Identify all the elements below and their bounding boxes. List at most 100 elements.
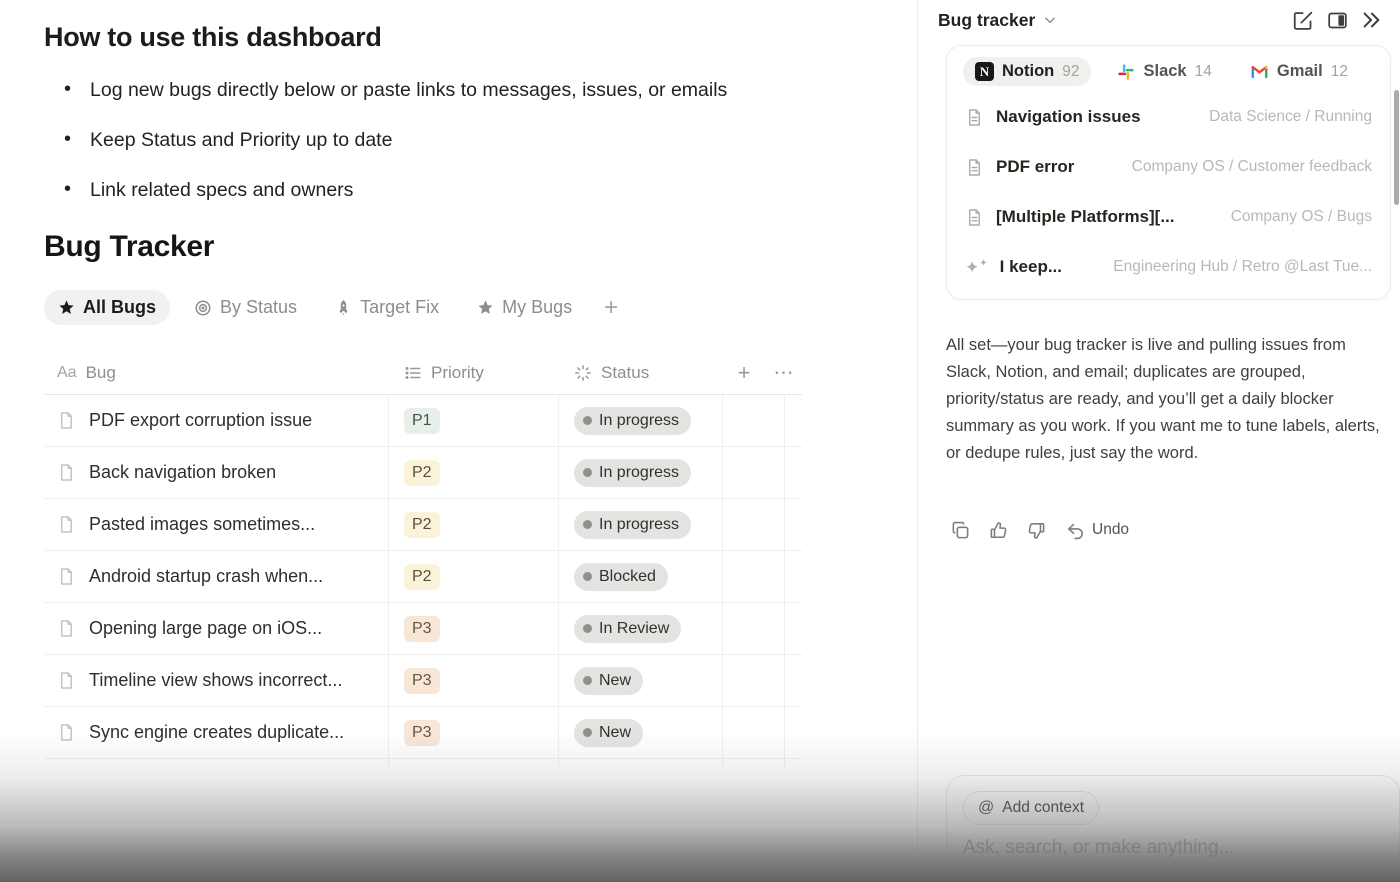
composer-card: @ Add context Ask, search, or make anyth…	[946, 775, 1400, 882]
collapse-panel-button[interactable]	[1354, 5, 1388, 35]
thumbs-down-button[interactable]	[1022, 516, 1050, 544]
compose-button[interactable]	[1286, 5, 1320, 35]
column-divider	[784, 395, 785, 767]
status-dot-icon	[583, 676, 592, 685]
status-label: New	[599, 671, 632, 689]
bug-title: Pasted images sometimes...	[89, 514, 316, 534]
target-icon	[195, 300, 211, 315]
chevron-down-icon	[1045, 17, 1056, 24]
view-tab-by-status[interactable]: By Status	[180, 290, 311, 325]
source-tab-gmail[interactable]: Gmail 12	[1238, 57, 1360, 86]
ai-side-panel: Bug tracker N Notion 92	[917, 0, 1400, 882]
priority-badge[interactable]: P1	[404, 407, 440, 434]
copy-icon	[952, 521, 968, 538]
column-header-status[interactable]: Status	[558, 363, 722, 383]
double-chevron-right-icon	[1363, 12, 1380, 28]
table-body: PDF export corruption issue P1 In progre…	[44, 395, 802, 767]
doc-breadcrumb: Company OS / Customer feedback	[1131, 158, 1372, 175]
source-name: Notion	[1002, 62, 1055, 80]
table-more-button[interactable]: ⋯	[773, 362, 795, 384]
undo-icon	[1067, 523, 1083, 539]
priority-badge[interactable]: P2	[404, 511, 440, 538]
document-area: How to use this dashboard Log new bugs d…	[0, 0, 917, 882]
priority-badge[interactable]: P2	[404, 459, 440, 486]
table-row[interactable]: Pasted images sometimes... P2 In progres…	[44, 499, 802, 551]
add-context-label: Add context	[1002, 799, 1085, 816]
table-row[interactable]: PDF export corruption issue P1 In progre…	[44, 395, 802, 447]
list-item: Log new bugs directly below or paste lin…	[44, 78, 877, 102]
page-icon	[969, 208, 980, 226]
copy-button[interactable]	[946, 516, 974, 544]
source-name: Slack	[1143, 62, 1187, 80]
scrollbar-thumb[interactable]	[1394, 90, 1399, 205]
status-label: Blocked	[599, 567, 656, 585]
source-doc-row[interactable]: Navigation issues Data Science / Running	[947, 92, 1390, 142]
sidebar-toggle-icon	[1327, 12, 1347, 28]
add-view-button[interactable]: +	[604, 293, 619, 321]
add-context-button[interactable]: @ Add context	[963, 791, 1100, 825]
source-doc-row[interactable]: ✦ ✦ I keep... Engineering Hub / Retro @La…	[947, 242, 1390, 292]
status-pill[interactable]: In Review	[574, 614, 682, 643]
bug-title: Back navigation broken	[89, 462, 277, 482]
status-pill[interactable]: In progress	[574, 510, 692, 539]
table-row[interactable]: Timeline view shows incorrect... P3 New	[44, 655, 802, 707]
view-tab-my-bugs[interactable]: My Bugs	[463, 290, 586, 325]
table-header-row: Aa Bug Priority Status + ⋯	[44, 351, 802, 395]
table-row[interactable]: Opening large page on iOS... P3 In Revie…	[44, 603, 802, 655]
composer-input[interactable]: Ask, search, or make anything...	[963, 837, 1235, 858]
source-tab-notion[interactable]: N Notion 92	[963, 57, 1092, 86]
table-row[interactable]: Android startup crash when... P2 Blocked	[44, 551, 802, 603]
status-pill[interactable]: New	[574, 666, 644, 695]
undo-button[interactable]: Undo	[1066, 521, 1129, 540]
compose-icon	[1293, 11, 1312, 30]
at-icon: @	[978, 799, 995, 816]
status-dot-icon	[583, 728, 592, 737]
column-header-bug[interactable]: Aa Bug	[44, 363, 388, 383]
priority-badge[interactable]: P3	[404, 615, 440, 642]
status-dot-icon	[583, 520, 592, 529]
section-title: Bug Tracker	[44, 230, 215, 263]
status-pill[interactable]: In progress	[574, 458, 692, 487]
panel-title-dropdown[interactable]: Bug tracker	[938, 10, 1057, 31]
doc-breadcrumb: Company OS / Bugs	[1230, 208, 1372, 225]
thumbs-up-button[interactable]	[984, 516, 1012, 544]
view-tab-all-bugs[interactable]: All Bugs	[44, 290, 171, 325]
priority-badge[interactable]: P2	[404, 563, 440, 590]
list-item: Link related specs and owners	[44, 178, 877, 202]
page-icon	[61, 620, 72, 637]
view-tabs: All Bugs By Status Target Fix My Bugs +	[44, 290, 877, 325]
source-tab-slack[interactable]: Slack 14	[1105, 57, 1223, 86]
source-doc-row[interactable]: [Multiple Platforms][... Company OS / Bu…	[947, 192, 1390, 242]
bug-title: Timeline view shows incorrect...	[89, 670, 343, 690]
panel-header: Bug tracker	[918, 0, 1400, 40]
add-column-button[interactable]: +	[737, 359, 751, 385]
status-label: In progress	[599, 411, 680, 429]
column-label: Bug	[85, 362, 116, 382]
column-label: Priority	[431, 362, 484, 382]
status-pill[interactable]: Blocked	[574, 562, 668, 591]
column-header-priority[interactable]: Priority	[388, 363, 558, 383]
bug-table: Aa Bug Priority Status + ⋯	[44, 351, 802, 767]
gmail-logo-icon	[1251, 65, 1268, 79]
view-tab-target-fix[interactable]: Target Fix	[321, 290, 453, 325]
page-icon	[61, 464, 72, 481]
source-tabs: N Notion 92 Slack 14 Gmail 12	[947, 46, 1390, 92]
toggle-sidebar-button[interactable]	[1320, 5, 1354, 35]
status-pill[interactable]: In progress	[574, 406, 692, 435]
priority-badge[interactable]: P3	[404, 667, 440, 694]
source-doc-row[interactable]: PDF error Company OS / Customer feedback	[947, 142, 1390, 192]
table-row[interactable]: Back navigation broken P2 In progress	[44, 447, 802, 499]
page-title: How to use this dashboard	[44, 22, 382, 52]
page-icon	[61, 412, 72, 429]
bug-title: PDF export corruption issue	[89, 410, 313, 430]
doc-title: [Multiple Platforms][...	[996, 207, 1175, 226]
thumbs-down-icon	[1028, 522, 1044, 539]
priority-badge[interactable]: P3	[404, 719, 440, 746]
table-row[interactable]: Sync engine creates duplicate... P3 New	[44, 707, 802, 759]
source-count: 12	[1330, 62, 1348, 80]
column-divider	[388, 395, 389, 767]
page-icon	[61, 672, 72, 689]
status-pill[interactable]: New	[574, 718, 644, 747]
status-dot-icon	[583, 624, 592, 633]
sources-card: N Notion 92 Slack 14 Gmail 12 Navigation	[946, 45, 1391, 300]
